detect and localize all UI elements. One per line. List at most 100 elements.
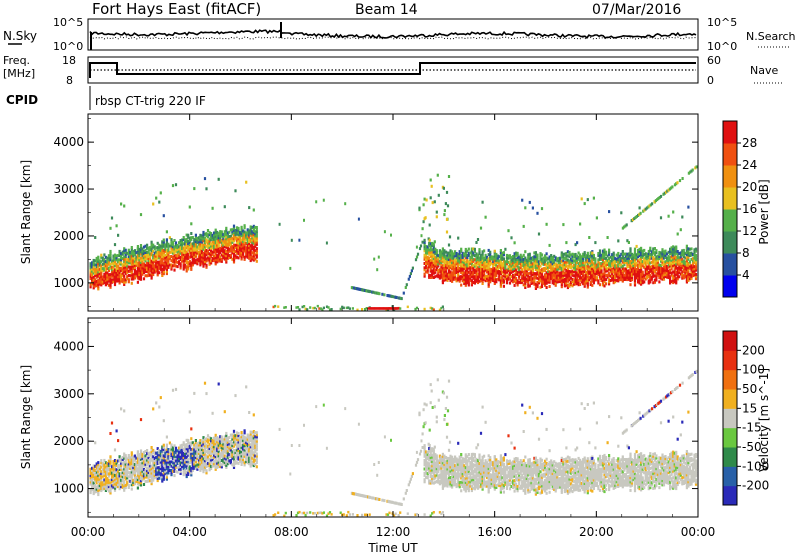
echo-cell [600,255,603,259]
echo-cell [121,477,124,481]
echo-cell [152,202,155,206]
echo-cell [170,265,173,269]
echo-cell [130,262,133,266]
echo-cell [161,460,164,464]
echo-cell [161,466,164,470]
echo-cell [316,304,319,308]
echo-cell [124,462,127,466]
echo-cell [612,260,615,264]
echo-cell [461,258,464,262]
echo-cell [537,260,541,264]
echo-cell [214,228,217,232]
echo-cell [208,252,211,256]
echo-cell [203,258,207,261]
echo-cell [181,443,184,447]
echo-cell [139,250,143,254]
echo-cell [545,262,548,266]
echo-cell [214,253,217,257]
echo-cell [490,261,493,265]
echo-cell [245,237,248,241]
echo-cell [243,255,246,259]
echo-cell [92,492,95,496]
echo-cell [190,458,193,462]
echo-cell [178,455,181,458]
echo-cell [588,259,591,263]
echo-cell [469,270,472,274]
echo-cell [519,264,522,268]
echo-cell [121,273,124,277]
echo-cell [630,273,634,277]
echo-cell [147,471,150,474]
echo-cell [679,253,682,257]
echo-cell [187,451,190,455]
echo-cell [489,259,492,263]
echo-cell [461,254,464,257]
echo-cell [146,467,149,471]
echo-cell [580,263,583,267]
echo-cell [194,456,197,459]
echo-cell [251,232,254,236]
echo-cell [483,273,486,277]
echo-cell [411,266,414,270]
echo-cell [534,272,537,276]
echo-cell [595,276,598,280]
echo-cell [499,261,502,265]
echo-cell [694,277,698,281]
echo-cell [150,454,153,458]
echo-cell [167,456,170,460]
echo-cell [150,458,153,462]
echo-cell [95,477,98,481]
echo-cell [243,226,246,230]
colorbar-tick-label: 28 [742,136,757,150]
power-ylabel: Slant Range [km] [19,160,33,264]
noise-sky-label: N.Sky [3,29,37,43]
echo-cell [566,275,569,279]
echo-cell [378,292,381,296]
echo-cell [187,261,190,265]
echo-cell [536,264,539,268]
echo-cell [583,274,586,278]
echo-cell [182,466,185,470]
freq-left-tick-bottom: 8 [66,74,73,87]
echo-cell [94,284,97,288]
echo-cell [617,266,620,270]
echo-cell [624,224,627,228]
echo-cell [508,254,512,258]
echo-cell [141,465,144,469]
echo-cell [235,232,239,236]
echo-cell [89,471,92,475]
colorbar-segment [723,143,737,166]
echo-cell [582,280,585,284]
echo-cell [95,466,98,470]
echo-cell [123,456,126,460]
echo-cell [505,256,509,259]
echo-cell [159,246,162,250]
echo-cell [498,263,501,267]
echo-cell [615,253,618,257]
echo-cell [368,307,372,310]
echo-cell [181,454,184,458]
echo-cell [156,474,159,478]
echo-cell [463,267,466,271]
echo-cell [629,253,632,257]
echo-cell [533,278,536,282]
echo-cell [544,254,547,258]
echo-cell [694,264,698,268]
echo-cell [510,268,513,272]
echo-cell [232,247,236,251]
echo-cell [188,262,191,265]
echo-cell [106,485,109,489]
echo-cell [601,262,605,266]
echo-cell [158,405,161,409]
echo-cell [432,242,435,246]
echo-cell [194,235,197,239]
echo-cell [283,306,286,309]
echo-cell [121,470,124,474]
echo-cell [481,267,484,271]
echo-cell [655,263,658,267]
echo-cell [110,473,114,477]
echo-cell [110,266,114,269]
echo-cell [572,259,576,263]
echo-cell [146,265,149,269]
echo-cell [98,282,101,286]
